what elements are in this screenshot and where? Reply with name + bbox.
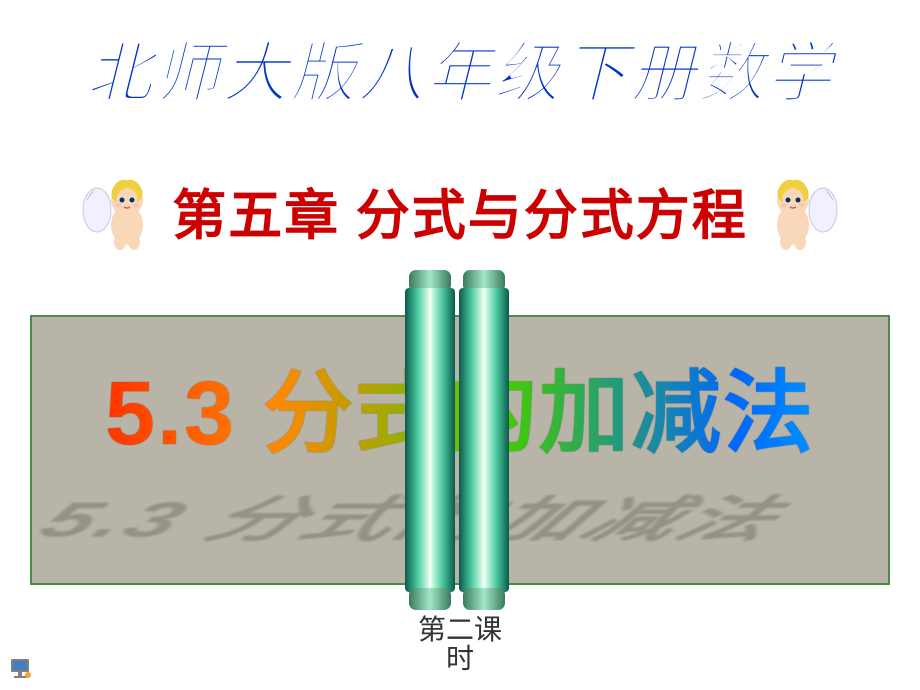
page-title: 北师大版八年级下册数学 [0, 20, 920, 116]
lesson-label: 第二课 时 [0, 616, 920, 675]
scroll-bar-right [459, 270, 509, 610]
chapter-row: 第五章 分式与分式方程 [0, 170, 920, 250]
scroll-bar-left [405, 270, 455, 610]
scroll-icon [405, 270, 515, 610]
angel-left-icon [82, 170, 162, 250]
lesson-line2: 时 [446, 644, 474, 675]
computer-icon [8, 656, 34, 682]
lesson-line1: 第二课 [418, 615, 502, 646]
angel-right-icon [758, 170, 838, 250]
chapter-title: 第五章 分式与分式方程 [172, 171, 748, 250]
